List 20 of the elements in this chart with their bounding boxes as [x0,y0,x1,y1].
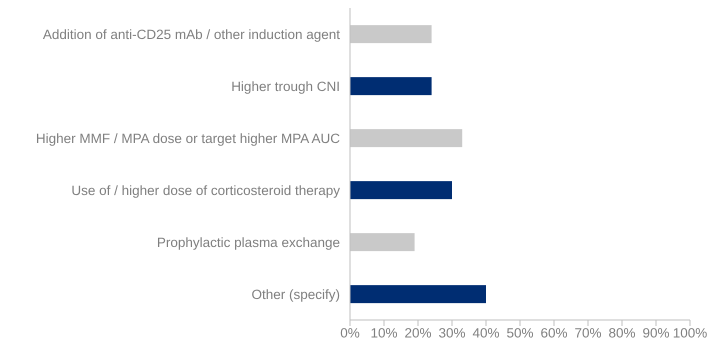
y-tick-label: Addition of anti-CD25 mAb / other induction agent [42,26,340,42]
x-tick-label: 60% [540,326,568,341]
x-tick-label: 100% [672,326,708,341]
x-tick-label: 40% [472,326,500,341]
y-tick-label: Prophylactic plasma exchange [156,234,340,250]
bar [350,181,452,200]
x-tick-label: 20% [404,326,432,341]
x-tick-label: 50% [506,326,534,341]
x-tick-label: 70% [574,326,602,341]
x-tick-label: 30% [438,326,466,341]
y-tick-label: Use of / higher dose of corticosteroid therapy [71,182,340,198]
x-tick-label: 90% [642,326,670,341]
y-tick-label: Higher trough CNI [231,78,340,94]
x-tick-label: 10% [370,326,398,341]
bar [350,285,486,304]
bar [350,77,432,96]
x-tick-label: 80% [608,326,636,341]
x-tick-label: 0% [340,326,360,341]
y-tick-label: Higher MMF / MPA dose or target higher MPA AUC [36,130,340,146]
y-tick-label: Other (specify) [251,286,340,302]
